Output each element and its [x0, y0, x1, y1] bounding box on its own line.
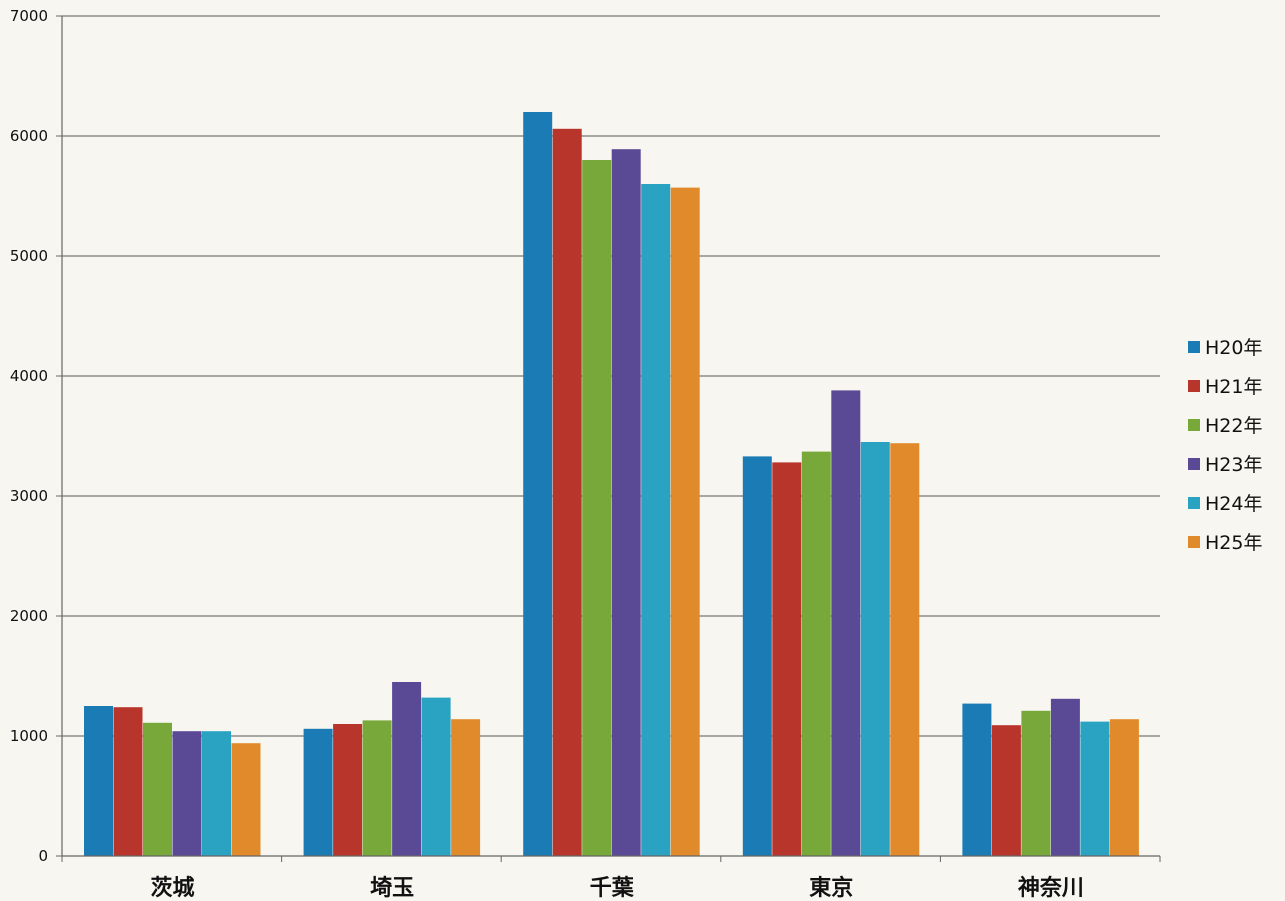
legend-label: H23年	[1205, 454, 1262, 476]
bar-4-4	[831, 390, 861, 856]
category-labels: 茨城 埼玉 千葉 東京 神奈川	[150, 875, 1083, 901]
y-tick-label: 3000	[10, 487, 48, 505]
y-tick-label: 7000	[10, 7, 48, 25]
category-label: 東京	[809, 875, 853, 901]
bar-3-2	[552, 128, 582, 857]
legend-label: H22年	[1205, 415, 1262, 437]
bar-1-1	[84, 706, 113, 856]
bar-1-5	[202, 731, 231, 856]
bar-5-6	[1109, 719, 1139, 856]
bar-4-5	[860, 442, 890, 856]
bar-5-1	[962, 703, 992, 856]
bar-2-4	[392, 682, 422, 856]
y-tick-label: 6000	[10, 127, 48, 145]
y-tick-label: 0	[38, 847, 48, 865]
legend-swatch	[1188, 380, 1200, 392]
bar-1-4	[172, 731, 202, 856]
bar-2-2	[333, 724, 363, 856]
bar-5-3	[1021, 710, 1051, 856]
bar-2-5	[421, 697, 451, 856]
y-tick-label: 2000	[10, 607, 48, 625]
bars	[84, 112, 1139, 857]
y-tick-label: 4000	[10, 367, 48, 385]
bar-5-4	[1050, 698, 1080, 856]
legend-swatch	[1188, 419, 1200, 431]
axes	[61, 16, 1160, 857]
bar-1-2	[113, 707, 143, 856]
bar-3-3	[582, 160, 612, 856]
bar-3-5	[641, 184, 671, 856]
y-tick-label: 5000	[10, 247, 48, 265]
tick-labels: 0 1000 2000 3000 4000 5000 6000 7000	[10, 7, 48, 865]
bar-5-5	[1080, 721, 1110, 856]
bar-5-2	[991, 725, 1021, 856]
y-tick-label: 1000	[10, 727, 48, 745]
bar-3-1	[523, 112, 553, 856]
legend-swatch	[1188, 536, 1200, 548]
bar-4-3	[801, 451, 831, 856]
bar-1-3	[143, 722, 172, 856]
category-label: 神奈川	[1018, 875, 1084, 901]
legend-label: H24年	[1205, 493, 1262, 515]
category-label: 千葉	[590, 876, 635, 901]
legend-swatch	[1188, 458, 1200, 470]
legend-swatch	[1188, 341, 1200, 353]
legend: H20年 H21年 H22年 H23年 H24年 H25年	[1188, 337, 1262, 554]
bar-4-6	[890, 443, 920, 856]
legend-label: H20年	[1205, 337, 1262, 359]
bar-3-4	[611, 149, 641, 856]
legend-label: H25年	[1205, 532, 1262, 554]
legend-label: H21年	[1205, 376, 1262, 398]
bar-3-6	[670, 187, 700, 857]
bar-1-6	[231, 743, 261, 856]
bar-2-1	[303, 728, 333, 856]
bar-2-6	[451, 719, 481, 856]
bar-4-1	[742, 456, 772, 856]
category-label: 茨城	[150, 875, 194, 901]
category-label: 埼玉	[370, 876, 414, 901]
legend-swatch	[1188, 497, 1200, 509]
bar-4-2	[772, 462, 802, 856]
bar-2-3	[362, 720, 392, 856]
